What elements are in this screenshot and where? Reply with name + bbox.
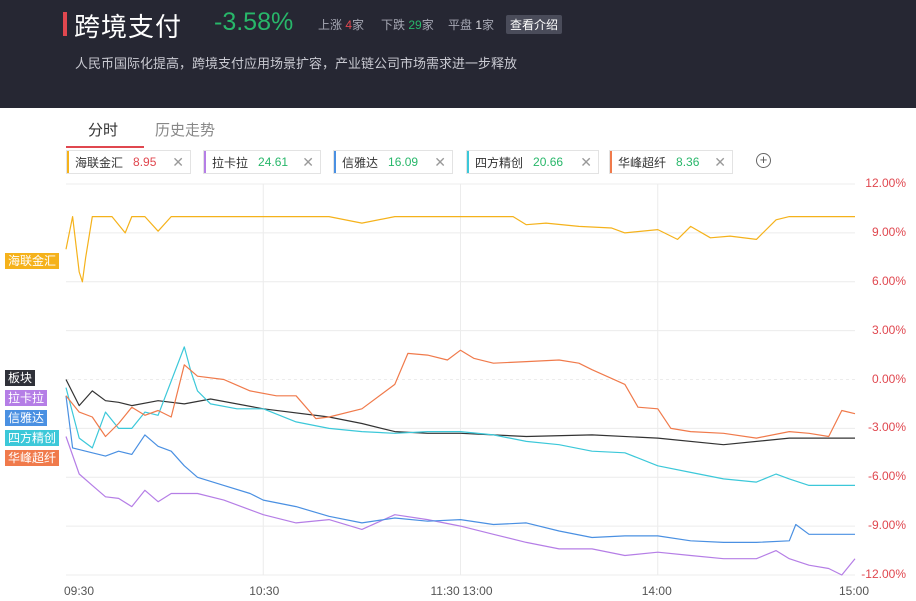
legend-value: 8.95 bbox=[133, 155, 157, 169]
legend-name: 四方精创 bbox=[475, 155, 524, 170]
legend-value: 20.66 bbox=[533, 155, 564, 169]
y-tick-label: 0.00% bbox=[871, 371, 906, 386]
down-count: 29 bbox=[408, 18, 422, 32]
y-tick-label: 12.00% bbox=[865, 176, 906, 190]
legend-name: 拉卡拉 bbox=[212, 155, 249, 170]
y-tick-label: -9.00% bbox=[867, 518, 906, 533]
flat-label: 平盘 bbox=[448, 18, 473, 32]
series-line bbox=[65, 346, 855, 486]
header: 跨境支付 -3.58% 上涨 4家 下跌 29家 平盘 1家 查看介绍 人民币国… bbox=[0, 0, 916, 108]
active-tab-indicator bbox=[66, 146, 144, 148]
flat-stat: 平盘 1家 bbox=[448, 16, 494, 33]
legend-color-bar bbox=[67, 151, 69, 173]
series-tag: 华峰超纤 bbox=[5, 450, 60, 466]
series-line bbox=[65, 216, 855, 283]
up-unit: 家 bbox=[352, 18, 365, 32]
legend-name: 海联金汇 bbox=[75, 155, 124, 170]
legend-name: 信雅达 bbox=[342, 155, 379, 170]
series-tag: 拉卡拉 bbox=[5, 390, 48, 406]
y-tick-label: -6.00% bbox=[867, 469, 906, 484]
legend-color-bar bbox=[610, 151, 612, 173]
flat-unit: 家 bbox=[482, 18, 495, 32]
legend-color-bar bbox=[467, 151, 469, 173]
x-tick-label: 11:30 bbox=[430, 584, 460, 598]
legend-color-bar bbox=[334, 151, 336, 173]
down-label: 下跌 bbox=[381, 18, 406, 32]
x-tick-label: 09:30 bbox=[64, 584, 95, 598]
remove-stock-icon[interactable]: ✕ bbox=[714, 154, 726, 170]
up-label: 上涨 bbox=[318, 18, 343, 32]
y-tick-label: 6.00% bbox=[871, 273, 906, 288]
x-tick-label: 10:30 bbox=[249, 584, 280, 598]
legend-chip[interactable]: 华峰超纤 8.36 ✕ bbox=[609, 150, 733, 174]
remove-stock-icon[interactable]: ✕ bbox=[302, 154, 314, 170]
legend-color-bar bbox=[204, 151, 206, 173]
legend-name: 华峰超纤 bbox=[618, 155, 667, 170]
down-stat: 下跌 29家 bbox=[381, 16, 434, 33]
y-tick-label: -3.00% bbox=[867, 420, 906, 435]
up-count: 4 bbox=[345, 18, 353, 32]
series-line bbox=[65, 395, 855, 544]
legend-value: 24.61 bbox=[258, 155, 289, 169]
title-accent bbox=[63, 12, 67, 36]
y-tick-label: 3.00% bbox=[871, 322, 906, 337]
tab-intraday[interactable]: 分时 bbox=[88, 122, 119, 139]
x-tick-label: 15:00 bbox=[839, 584, 870, 598]
x-tick-label: 14:00 bbox=[641, 584, 672, 598]
y-tick-label: -12.00% bbox=[861, 567, 906, 581]
add-stock-button[interactable]: + bbox=[756, 153, 771, 168]
up-stat: 上涨 4家 bbox=[318, 16, 364, 33]
series-tag: 信雅达 bbox=[5, 410, 48, 426]
sector-title: 跨境支付 bbox=[74, 12, 183, 42]
sector-description: 人民币国际化提高，跨境支付应用场景扩容，产业链公司市场需求进一步释放 bbox=[75, 56, 518, 71]
legend-chip[interactable]: 四方精创 20.66 ✕ bbox=[466, 150, 599, 174]
legend-value: 16.09 bbox=[388, 155, 419, 169]
series-tag: 海联金汇 bbox=[5, 253, 60, 269]
legend-chip[interactable]: 拉卡拉 24.61 ✕ bbox=[203, 150, 321, 174]
legend-chip[interactable]: 信雅达 16.09 ✕ bbox=[333, 150, 453, 174]
remove-stock-icon[interactable]: ✕ bbox=[434, 154, 446, 170]
legend-value: 8.36 bbox=[676, 155, 700, 169]
series-tag: 四方精创 bbox=[5, 430, 60, 446]
view-intro-button[interactable]: 查看介绍 bbox=[506, 15, 563, 34]
y-tick-label: 9.00% bbox=[871, 224, 906, 239]
x-tick-label: 13:00 bbox=[462, 584, 493, 598]
legend-chip[interactable]: 海联金汇 8.95 ✕ bbox=[66, 150, 191, 174]
series-line bbox=[65, 436, 856, 576]
series-tag: 板块 bbox=[5, 370, 36, 386]
remove-stock-icon[interactable]: ✕ bbox=[172, 154, 184, 170]
sector-change: -3.58% bbox=[214, 8, 294, 36]
down-unit: 家 bbox=[421, 18, 434, 32]
remove-stock-icon[interactable]: ✕ bbox=[580, 154, 592, 170]
tab-history[interactable]: 历史走势 bbox=[155, 122, 216, 139]
series-line bbox=[65, 349, 856, 439]
flat-count: 1 bbox=[475, 18, 483, 32]
